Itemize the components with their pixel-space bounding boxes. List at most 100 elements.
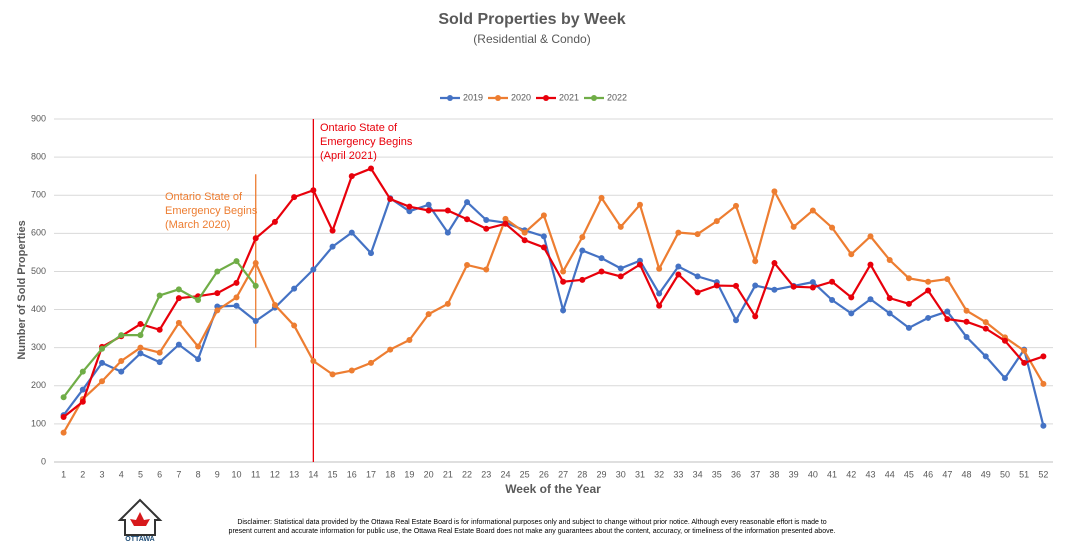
data-point <box>329 243 336 250</box>
x-tick-label: 4 <box>119 469 124 479</box>
data-point <box>1021 359 1028 366</box>
data-point <box>809 279 816 286</box>
x-tick-label: 37 <box>750 469 760 479</box>
x-tick-label: 45 <box>904 469 914 479</box>
data-point <box>291 194 298 201</box>
data-point <box>925 287 932 294</box>
data-point <box>60 394 67 401</box>
legend-swatch <box>543 95 549 101</box>
data-point <box>156 292 163 299</box>
data-point <box>483 216 490 223</box>
x-tick-label: 35 <box>712 469 722 479</box>
data-point <box>252 317 259 324</box>
x-tick-label: 11 <box>251 469 260 479</box>
x-tick-label: 10 <box>232 469 242 479</box>
legend-label: 2019 <box>463 92 483 102</box>
data-point <box>195 343 202 350</box>
data-point <box>175 319 182 326</box>
data-point <box>310 266 317 273</box>
data-point <box>560 307 567 314</box>
series-line <box>62 196 1045 427</box>
data-point <box>483 266 490 273</box>
data-point <box>867 296 874 303</box>
data-point <box>175 341 182 348</box>
data-point <box>156 326 163 333</box>
x-tick-label: 33 <box>673 469 683 479</box>
data-point <box>713 282 720 289</box>
data-point <box>771 286 778 293</box>
data-point <box>521 237 528 244</box>
data-point <box>675 229 682 236</box>
chart-title: Sold Properties by Week <box>438 11 625 28</box>
data-point <box>733 317 740 324</box>
data-point <box>214 290 221 297</box>
x-axis-label: Week of the Year <box>505 482 601 496</box>
y-tick-label: 200 <box>31 380 46 390</box>
x-tick-label: 52 <box>1038 469 1048 479</box>
series-line <box>62 167 1044 418</box>
x-tick-label: 22 <box>462 469 472 479</box>
data-point <box>790 283 797 290</box>
data-point <box>137 332 144 339</box>
data-point <box>905 300 912 307</box>
data-point <box>560 278 567 285</box>
data-point <box>809 207 816 214</box>
data-point <box>694 289 701 296</box>
x-tick-label: 31 <box>635 469 645 479</box>
x-tick-label: 8 <box>196 469 201 479</box>
data-point <box>771 188 778 195</box>
x-tick-label: 19 <box>404 469 414 479</box>
x-tick-label: 38 <box>769 469 779 479</box>
x-tick-label: 3 <box>100 469 105 479</box>
data-point <box>99 345 106 352</box>
y-tick-label: 300 <box>31 342 46 352</box>
data-point <box>886 295 893 302</box>
legend-swatch <box>591 95 597 101</box>
data-point <box>271 301 278 308</box>
data-point <box>367 165 374 172</box>
annotation-text: Emergency Begins <box>165 205 258 217</box>
data-point <box>963 307 970 314</box>
data-point <box>329 371 336 378</box>
y-tick-label: 800 <box>31 151 46 161</box>
data-point <box>118 332 125 339</box>
data-point <box>982 353 989 360</box>
x-tick-label: 25 <box>520 469 530 479</box>
y-tick-label: 500 <box>31 266 46 276</box>
data-point <box>271 218 278 225</box>
data-point <box>982 319 989 326</box>
data-point <box>829 278 836 285</box>
x-tick-label: 29 <box>597 469 607 479</box>
data-point <box>579 247 586 254</box>
x-tick-label: 39 <box>789 469 799 479</box>
data-point <box>60 414 67 421</box>
x-tick-label: 18 <box>385 469 395 479</box>
chart-subtitle: (Residential & Condo) <box>473 32 590 46</box>
data-point <box>1021 347 1028 354</box>
x-tick-label: 9 <box>215 469 220 479</box>
data-point <box>348 367 355 374</box>
data-point <box>905 275 912 282</box>
data-point <box>771 260 778 267</box>
data-point <box>502 215 509 222</box>
data-point <box>598 255 605 262</box>
x-tick-label: 17 <box>366 469 376 479</box>
data-point <box>252 282 259 289</box>
data-point <box>79 398 86 405</box>
data-point <box>579 234 586 241</box>
data-point <box>752 313 759 320</box>
x-tick-label: 46 <box>923 469 933 479</box>
logo-text: OTTAWA <box>125 536 154 543</box>
data-point <box>175 295 182 302</box>
data-point <box>733 282 740 289</box>
data-point <box>560 268 567 275</box>
data-point <box>310 358 317 365</box>
data-point <box>502 220 509 227</box>
data-point <box>617 265 624 272</box>
data-point <box>252 235 259 242</box>
data-point <box>79 386 86 393</box>
data-point <box>925 278 932 285</box>
data-point <box>963 318 970 325</box>
data-point <box>713 218 720 225</box>
